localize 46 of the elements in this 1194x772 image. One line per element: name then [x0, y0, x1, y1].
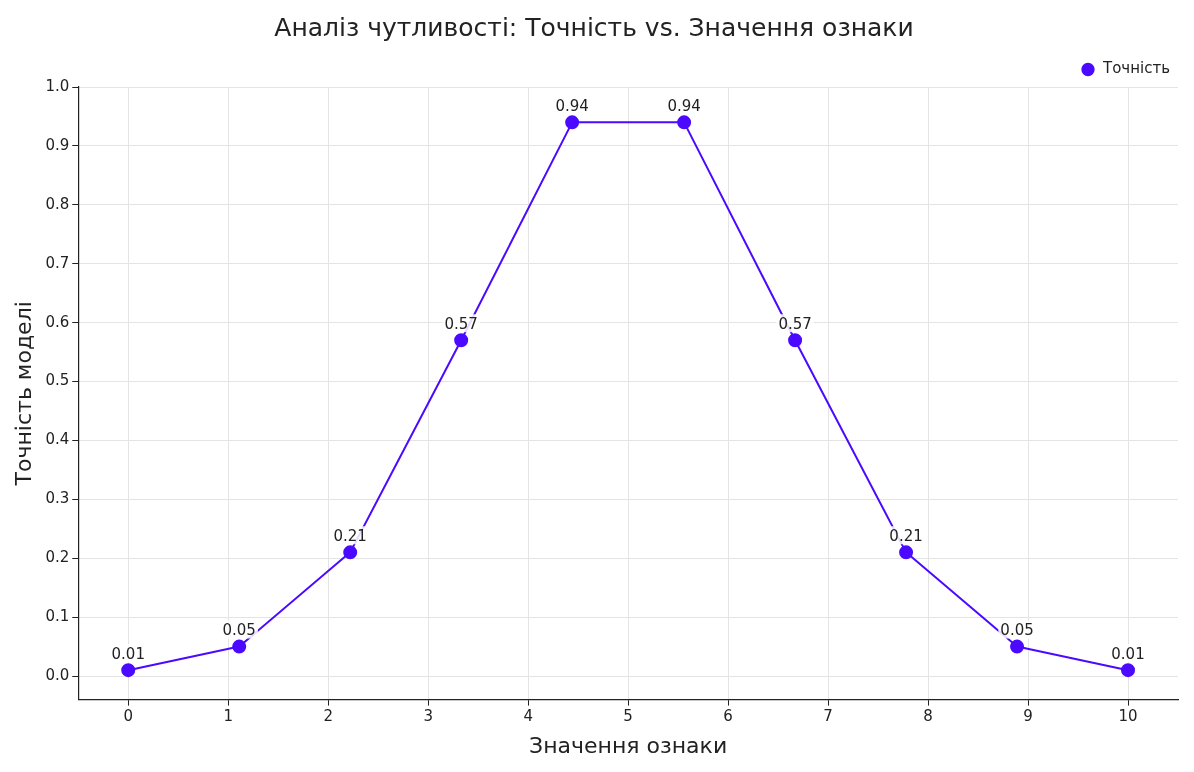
- y-tick-label: 0.6: [45, 312, 70, 331]
- x-tick-label: 9: [1023, 707, 1033, 726]
- point: [454, 333, 469, 348]
- y-tick-label: 0.3: [45, 489, 70, 508]
- y-axis-title: Точність моделі: [10, 301, 36, 487]
- x-tick-label: 4: [523, 707, 533, 726]
- y-tick-label: 0.7: [45, 253, 70, 272]
- y-tick-label: 0.5: [45, 371, 70, 390]
- y-tick-label: 1.0: [45, 76, 70, 95]
- data-label: 0.21: [333, 526, 367, 545]
- point: [343, 545, 358, 560]
- data-label: 0.57: [444, 314, 478, 333]
- data-label: 0.01: [111, 644, 145, 663]
- data-label: 0.21: [889, 526, 923, 545]
- x-tick-label: 5: [623, 707, 633, 726]
- point: [1121, 663, 1136, 678]
- x-tick-label: 6: [723, 707, 733, 726]
- point: [899, 545, 914, 560]
- point: [1010, 639, 1025, 654]
- chart-title: Аналіз чутливості: Точність vs. Значення ознаки: [274, 12, 914, 42]
- point: [565, 115, 580, 130]
- y-tick-label: 0.9: [45, 135, 70, 154]
- data-label: 0.94: [667, 96, 701, 115]
- data-label: 0.05: [1000, 620, 1034, 639]
- point: [232, 639, 247, 654]
- point: [121, 663, 136, 678]
- point: [788, 333, 803, 348]
- legend-label: Точність: [1102, 59, 1171, 78]
- data-label: 0.57: [778, 314, 812, 333]
- data-label: 0.01: [1111, 644, 1145, 663]
- y-tick-label: 0.1: [45, 607, 70, 626]
- x-tick-label: 8: [923, 707, 933, 726]
- x-tick-label: 1: [223, 707, 233, 726]
- x-axis-title: Значення ознаки: [529, 732, 728, 758]
- y-tick-label: 0.4: [45, 430, 70, 449]
- y-tick-label: 0.0: [45, 665, 70, 684]
- y-tick-label: 0.2: [45, 548, 70, 567]
- point: [677, 115, 692, 130]
- x-tick-label: 10: [1118, 707, 1138, 726]
- x-tick-label: 0: [123, 707, 134, 726]
- y-tick-label: 0.8: [45, 194, 70, 213]
- x-tick-label: 2: [323, 707, 333, 726]
- x-tick-label: 3: [423, 707, 433, 726]
- x-tick-label: 7: [823, 707, 833, 726]
- data-label: 0.94: [555, 96, 589, 115]
- data-label: 0.05: [222, 620, 256, 639]
